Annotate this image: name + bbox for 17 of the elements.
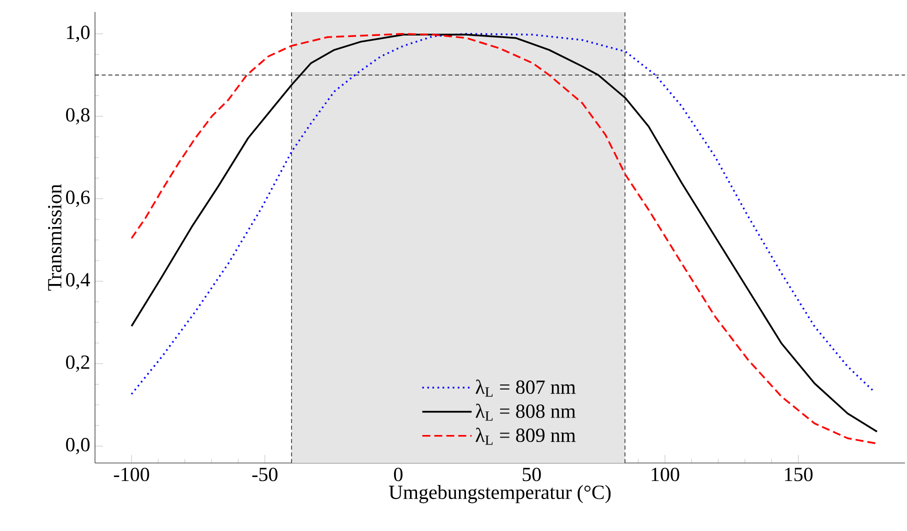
y-tick-label: 0,2	[66, 355, 90, 372]
y-tick-label: 1,0	[67, 26, 90, 42]
legend-label: λ$_{L}$ = 807 nm	[476, 380, 576, 397]
y-axis-title: Transmission	[48, 184, 62, 291]
y-tick-label: 0,0	[66, 438, 90, 454]
x-tick-label: -100	[114, 468, 150, 482]
x-tick-label: 50	[522, 468, 541, 482]
legend-label: λ$_{L}$ = 808 nm	[476, 404, 576, 421]
x-tick-label: 0	[394, 468, 402, 482]
y-tick-label: 0,8	[66, 108, 90, 124]
legend-label: λ$_{L}$ = 809 nm	[476, 428, 576, 445]
y-tick-label: 0,6	[66, 190, 90, 207]
x-tick-label: 100	[652, 468, 680, 482]
x-tick-label: -50	[252, 468, 278, 482]
x-axis-title: Umgebungstemperatur (°C)	[388, 485, 611, 504]
x-tick-label: 150	[785, 468, 813, 482]
y-tick-label: 0,4	[66, 273, 90, 290]
